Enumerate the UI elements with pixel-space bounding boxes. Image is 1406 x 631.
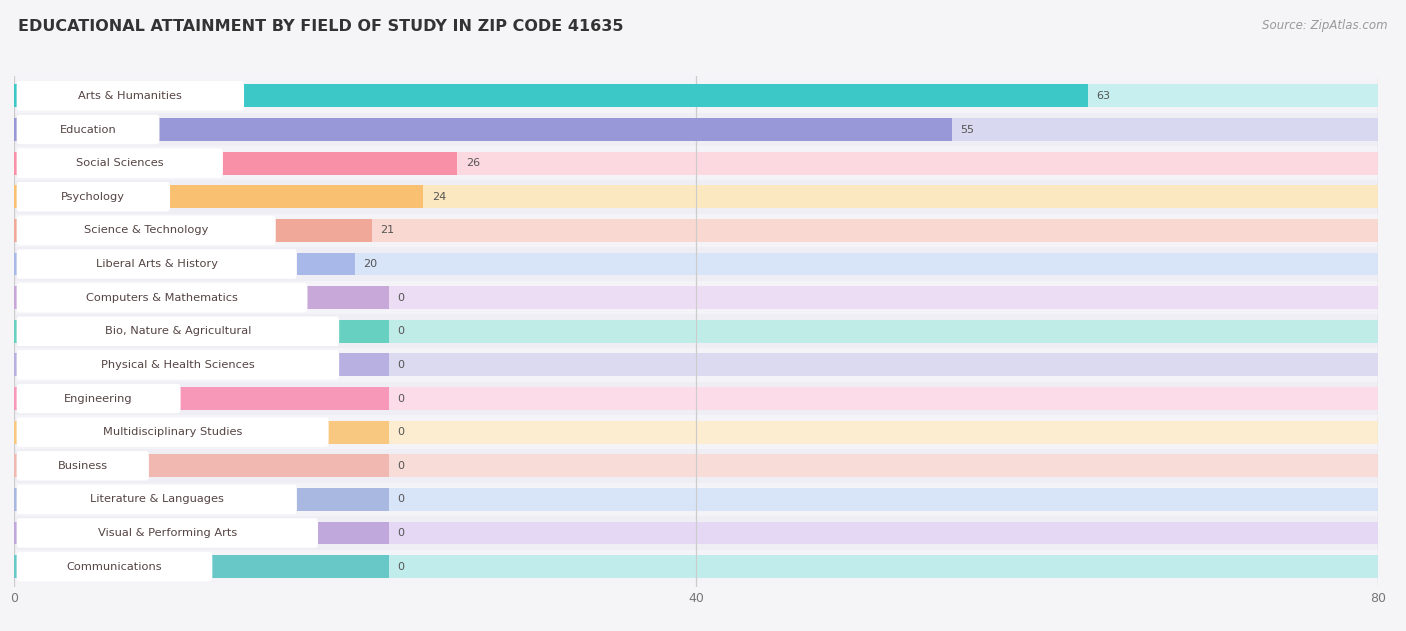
FancyBboxPatch shape	[17, 317, 339, 346]
FancyBboxPatch shape	[17, 182, 170, 211]
FancyBboxPatch shape	[17, 417, 329, 447]
Text: 0: 0	[398, 326, 405, 336]
Bar	[14, 286, 389, 309]
Text: 21: 21	[381, 225, 395, 235]
Bar	[14, 252, 356, 276]
Text: 0: 0	[398, 495, 405, 504]
Bar	[14, 281, 1378, 314]
FancyBboxPatch shape	[17, 148, 224, 178]
Bar	[14, 454, 1378, 477]
FancyBboxPatch shape	[17, 81, 245, 110]
Bar	[14, 522, 1378, 545]
Text: Literature & Languages: Literature & Languages	[90, 495, 224, 504]
Bar	[14, 118, 1378, 141]
Bar	[14, 213, 1378, 247]
Text: Bio, Nature & Agricultural: Bio, Nature & Agricultural	[104, 326, 252, 336]
Bar	[14, 186, 1378, 208]
Text: Computers & Mathematics: Computers & Mathematics	[86, 293, 238, 303]
FancyBboxPatch shape	[17, 249, 297, 279]
Text: 0: 0	[398, 293, 405, 303]
Bar	[14, 146, 1378, 180]
Bar	[14, 320, 1378, 343]
Text: Science & Technology: Science & Technology	[84, 225, 208, 235]
Text: Engineering: Engineering	[65, 394, 134, 404]
Bar	[14, 421, 1378, 444]
Bar	[14, 151, 457, 175]
Text: Arts & Humanities: Arts & Humanities	[79, 91, 183, 101]
Bar	[14, 421, 389, 444]
Bar	[14, 113, 1378, 146]
Bar	[14, 180, 1378, 213]
FancyBboxPatch shape	[17, 451, 149, 481]
FancyBboxPatch shape	[17, 350, 339, 380]
Text: Multidisciplinary Studies: Multidisciplinary Studies	[103, 427, 242, 437]
FancyBboxPatch shape	[17, 216, 276, 245]
Bar	[14, 353, 1378, 376]
FancyBboxPatch shape	[17, 552, 212, 581]
Bar	[14, 550, 1378, 584]
Bar	[14, 252, 1378, 276]
Text: 0: 0	[398, 562, 405, 572]
Text: 0: 0	[398, 394, 405, 404]
Bar	[14, 320, 389, 343]
Bar	[14, 79, 1378, 113]
Text: 26: 26	[465, 158, 479, 168]
Text: Psychology: Psychology	[62, 192, 125, 202]
Bar	[14, 387, 1378, 410]
Text: 0: 0	[398, 427, 405, 437]
Text: 55: 55	[960, 124, 974, 134]
Bar	[14, 516, 1378, 550]
Text: Communications: Communications	[66, 562, 162, 572]
FancyBboxPatch shape	[17, 518, 318, 548]
Bar	[14, 151, 1378, 175]
Text: 63: 63	[1097, 91, 1111, 101]
Bar	[14, 387, 389, 410]
Text: Social Sciences: Social Sciences	[76, 158, 163, 168]
Bar	[14, 454, 389, 477]
Text: Business: Business	[58, 461, 108, 471]
Bar	[14, 555, 389, 578]
Bar	[14, 483, 1378, 516]
Text: EDUCATIONAL ATTAINMENT BY FIELD OF STUDY IN ZIP CODE 41635: EDUCATIONAL ATTAINMENT BY FIELD OF STUDY…	[18, 19, 624, 34]
Bar	[14, 382, 1378, 415]
Bar	[14, 186, 423, 208]
Bar	[14, 219, 1378, 242]
Text: 20: 20	[364, 259, 378, 269]
Text: 0: 0	[398, 461, 405, 471]
Bar	[14, 488, 1378, 511]
FancyBboxPatch shape	[17, 485, 297, 514]
Bar	[14, 85, 1378, 107]
Bar	[14, 85, 1088, 107]
Bar	[14, 348, 1378, 382]
Text: 24: 24	[432, 192, 446, 202]
Bar	[14, 555, 1378, 578]
Bar	[14, 314, 1378, 348]
Text: Source: ZipAtlas.com: Source: ZipAtlas.com	[1263, 19, 1388, 32]
Text: Education: Education	[59, 124, 117, 134]
Bar	[14, 522, 389, 545]
FancyBboxPatch shape	[17, 283, 308, 312]
Bar	[14, 118, 952, 141]
Text: 0: 0	[398, 528, 405, 538]
Bar	[14, 488, 389, 511]
FancyBboxPatch shape	[17, 384, 180, 413]
Bar	[14, 353, 389, 376]
Bar	[14, 219, 373, 242]
Bar	[14, 247, 1378, 281]
Text: Physical & Health Sciences: Physical & Health Sciences	[101, 360, 254, 370]
Text: Visual & Performing Arts: Visual & Performing Arts	[97, 528, 238, 538]
Text: Liberal Arts & History: Liberal Arts & History	[96, 259, 218, 269]
Text: 0: 0	[398, 360, 405, 370]
Bar	[14, 286, 1378, 309]
FancyBboxPatch shape	[17, 115, 159, 144]
Bar	[14, 415, 1378, 449]
Bar	[14, 449, 1378, 483]
